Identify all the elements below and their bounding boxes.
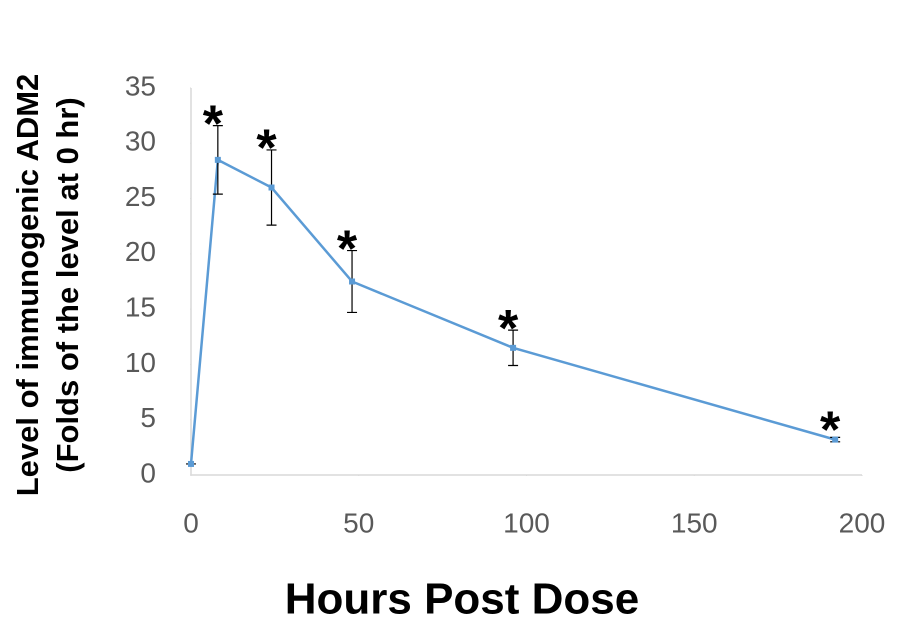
x-axis-label: Hours Post Dose (285, 575, 640, 619)
point (188, 460, 194, 467)
y-tick-label: 10 (125, 347, 156, 378)
significance-marker: * (256, 120, 277, 178)
x-tick-label: 200 (839, 507, 886, 538)
x-tick-label: 50 (343, 507, 374, 538)
y-tick-label: 20 (125, 236, 156, 267)
y-tick-label: 30 (125, 126, 156, 157)
x-tick-label: 150 (671, 507, 718, 538)
y-axis-label: (Folds of the level at 0 hr) (50, 97, 85, 473)
y-tick-label: 25 (125, 181, 156, 212)
y-tick-label: 0 (140, 457, 156, 488)
significance-marker: * (820, 401, 841, 459)
point (832, 436, 839, 443)
y-axis-label: Level of immunogenic ADM2 (10, 74, 45, 497)
point (510, 344, 517, 351)
x-tick-label: 100 (503, 507, 550, 538)
point (349, 278, 356, 285)
significance-marker: * (337, 220, 358, 278)
y-tick-label: 35 (125, 70, 156, 101)
significance-marker: * (498, 300, 519, 358)
y-tick-label: 5 (140, 402, 156, 433)
significance-marker: * (203, 95, 224, 153)
point (214, 156, 221, 163)
point (268, 184, 275, 191)
x-tick-label: 0 (183, 507, 199, 538)
line (189, 157, 836, 465)
y-tick-label: 15 (125, 292, 156, 323)
